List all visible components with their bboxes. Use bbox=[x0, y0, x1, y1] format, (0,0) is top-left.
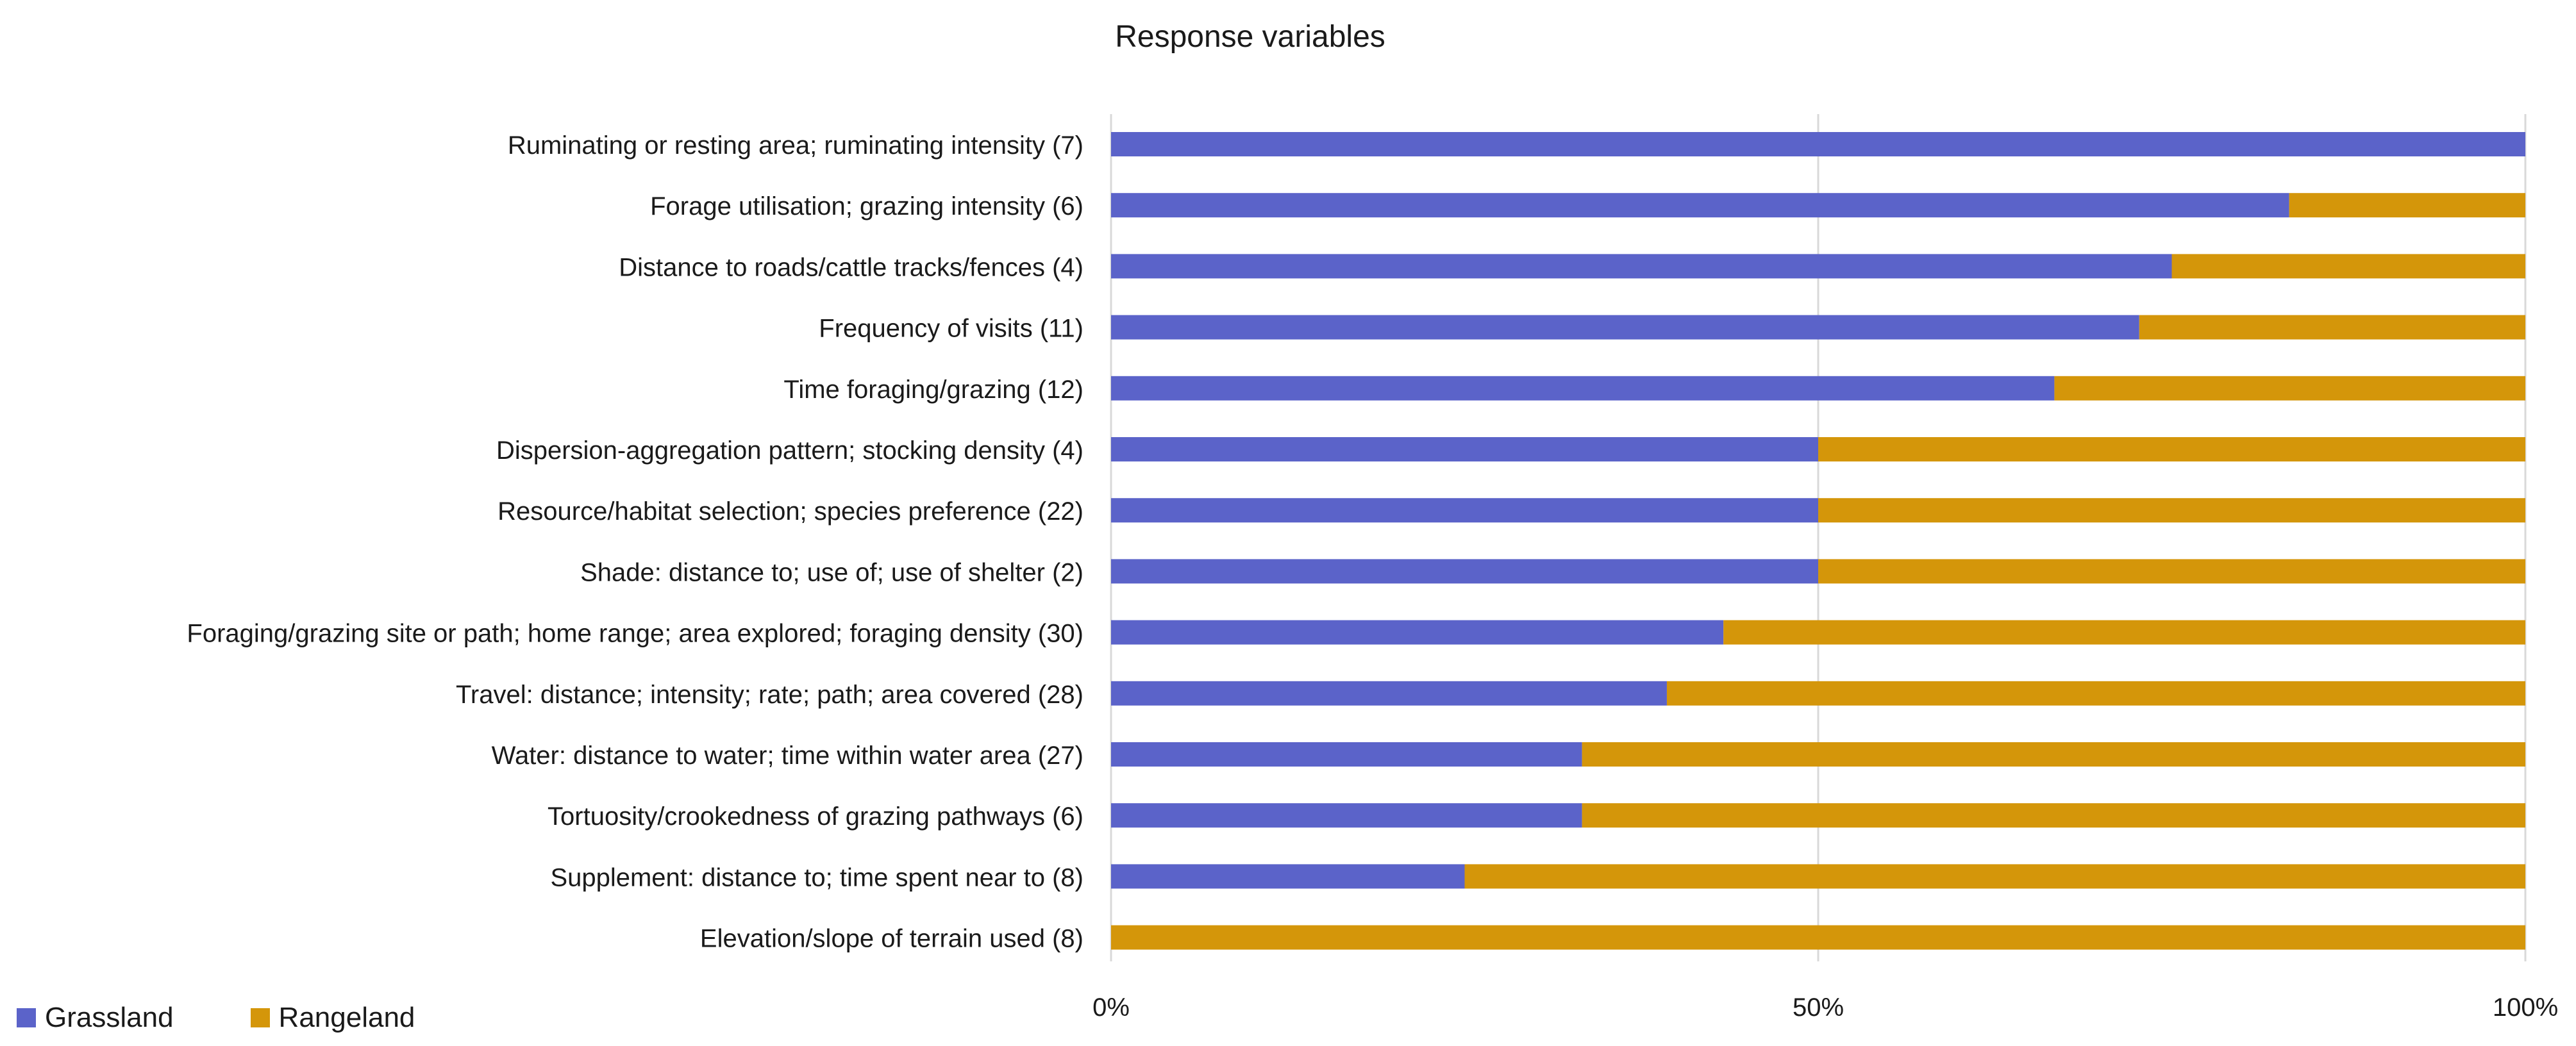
category-label: Tortuosity/crookedness of grazing pathwa… bbox=[548, 802, 1083, 831]
category-label: Water: distance to water; time within wa… bbox=[492, 742, 1083, 770]
legend-item-grassland: Grassland bbox=[17, 1002, 174, 1034]
bar-grassland-2 bbox=[1111, 254, 2172, 279]
x-tick-label: 100% bbox=[2493, 993, 2558, 1022]
legend-swatch-rangeland bbox=[250, 1008, 270, 1027]
x-tick-label: 0% bbox=[1092, 993, 1130, 1022]
legend: Grassland Rangeland bbox=[17, 999, 492, 1037]
bar-rangeland-6 bbox=[1818, 498, 2525, 523]
category-label: Dispersion-aggregation pattern; stocking… bbox=[496, 436, 1083, 465]
bar-rangeland-4 bbox=[2054, 376, 2525, 401]
legend-item-rangeland: Rangeland bbox=[250, 1002, 415, 1034]
category-label: Shade: distance to; use of; use of shelt… bbox=[580, 558, 1083, 586]
bar-rangeland-10 bbox=[1582, 742, 2525, 767]
bar-grassland-5 bbox=[1111, 437, 1818, 461]
category-label: Travel: distance; intensity; rate; path;… bbox=[456, 681, 1083, 709]
bar-grassland-4 bbox=[1111, 376, 2055, 401]
bar-rangeland-8 bbox=[1723, 620, 2525, 645]
legend-label-rangeland: Rangeland bbox=[278, 1002, 415, 1033]
chart-title: Response variables bbox=[1115, 20, 1385, 54]
bar-grassland-10 bbox=[1111, 742, 1582, 767]
bar-grassland-9 bbox=[1111, 681, 1667, 706]
legend-label-grassland: Grassland bbox=[45, 1002, 174, 1033]
bar-rangeland-9 bbox=[1666, 681, 2525, 706]
bar-rangeland-5 bbox=[1818, 437, 2525, 461]
bar-rangeland-3 bbox=[2139, 315, 2525, 340]
bar-rangeland-1 bbox=[2289, 193, 2525, 218]
bar-grassland-11 bbox=[1111, 803, 1582, 828]
bar-rangeland-7 bbox=[1818, 559, 2525, 584]
bar-grassland-3 bbox=[1111, 315, 2139, 340]
bar-rangeland-12 bbox=[1464, 864, 2525, 889]
category-label: Elevation/slope of terrain used (8) bbox=[700, 925, 1083, 953]
bar-grassland-8 bbox=[1111, 620, 1724, 645]
category-label: Forage utilisation; grazing intensity (6… bbox=[650, 192, 1083, 220]
category-label: Foraging/grazing site or path; home rang… bbox=[187, 620, 1083, 648]
bar-rangeland-2 bbox=[2171, 254, 2525, 279]
category-label: Ruminating or resting area; ruminating i… bbox=[508, 131, 1083, 160]
bar-grassland-0 bbox=[1111, 132, 2525, 156]
bar-rangeland-13 bbox=[1111, 925, 2525, 950]
category-label: Distance to roads/cattle tracks/fences (… bbox=[619, 253, 1083, 281]
x-tick-label: 50% bbox=[1793, 993, 1844, 1022]
bar-grassland-7 bbox=[1111, 559, 1818, 584]
bar-grassland-1 bbox=[1111, 193, 2289, 218]
bar-grassland-12 bbox=[1111, 864, 1465, 889]
category-label: Frequency of visits (11) bbox=[819, 315, 1083, 343]
category-label: Time foraging/grazing (12) bbox=[783, 376, 1083, 404]
legend-swatch-grassland bbox=[17, 1008, 36, 1027]
category-label: Resource/habitat selection; species pref… bbox=[498, 497, 1083, 526]
category-label: Supplement: distance to; time spent near… bbox=[550, 863, 1083, 892]
bar-grassland-6 bbox=[1111, 498, 1818, 523]
bar-rangeland-11 bbox=[1582, 803, 2525, 828]
